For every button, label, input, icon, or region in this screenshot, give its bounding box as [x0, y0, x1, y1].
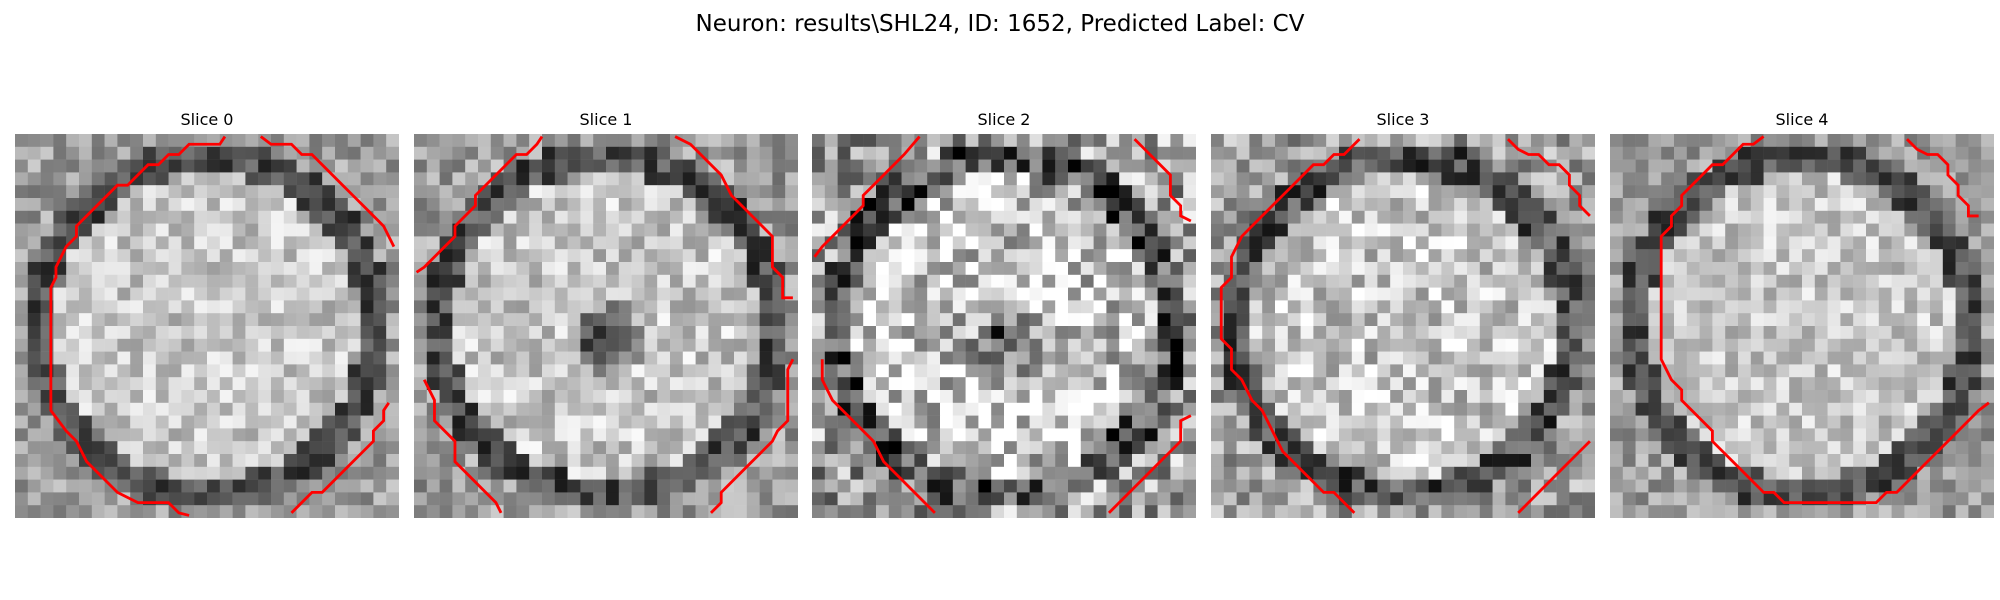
- segmentation-contour: [259, 135, 396, 248]
- slice-image: [1211, 134, 1595, 518]
- slice-image: [1610, 134, 1994, 518]
- segmentation-contour: [49, 135, 227, 517]
- segmentation-contour: [1506, 138, 1591, 217]
- slice-image: [812, 134, 1196, 518]
- segmentation-contour: [1659, 135, 1990, 505]
- segmentation-contour: [674, 135, 793, 300]
- slice-panel: Slice 0: [15, 110, 399, 522]
- segmentation-contour: [415, 135, 544, 274]
- slice-image: [414, 134, 798, 518]
- slice-title: Slice 3: [1376, 110, 1430, 129]
- slice-panel: Slice 3: [1211, 110, 1595, 522]
- segmentation-contour: [820, 359, 936, 514]
- segmentation-contour: [1219, 138, 1361, 514]
- slice-title: Slice 2: [977, 110, 1031, 129]
- slice-panel: Slice 2: [812, 110, 1196, 522]
- segmentation-contour: [709, 358, 795, 514]
- segmentation-contour: [1133, 138, 1192, 223]
- slice-panel: Slice 1: [414, 110, 798, 522]
- segmentation-contour: [290, 402, 390, 514]
- slice-panel: Slice 4: [1610, 110, 1994, 522]
- slice-title: Slice 1: [579, 110, 633, 129]
- segmentation-contour: [813, 135, 921, 258]
- segmentation-contour: [1905, 138, 1979, 218]
- figure-title: Neuron: results\SHL24, ID: 1652, Predict…: [695, 11, 1305, 37]
- segmentation-contour: [422, 379, 503, 514]
- slice-image: [15, 134, 399, 518]
- slice-title: Slice 0: [180, 110, 234, 129]
- slice-title: Slice 4: [1775, 110, 1829, 129]
- segmentation-contour: [1107, 414, 1192, 514]
- segmentation-contour: [1517, 440, 1591, 514]
